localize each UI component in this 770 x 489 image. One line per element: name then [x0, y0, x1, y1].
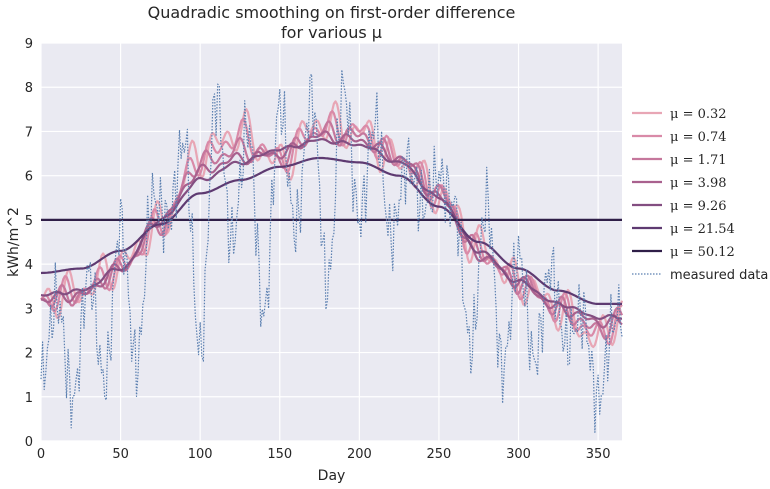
- legend-label: μ = 0.74: [670, 130, 727, 145]
- x-tick-label: 150: [267, 447, 292, 462]
- chart-title: Quadradic smoothing on first-order diffe…: [148, 3, 516, 22]
- y-tick-label: 4: [25, 258, 33, 273]
- x-tick-label: 0: [37, 447, 45, 462]
- y-tick-label: 3: [25, 302, 33, 317]
- legend-label: measured data: [670, 268, 768, 283]
- x-tick-label: 250: [427, 447, 452, 462]
- y-axis-label: kWh/m^2: [6, 207, 22, 277]
- plot-area: [41, 43, 622, 441]
- x-tick-label: 300: [506, 447, 531, 462]
- series-line: [40, 156, 622, 305]
- legend-label: μ = 9.26: [670, 199, 727, 214]
- y-tick-label: 2: [25, 347, 33, 362]
- series-line: [40, 69, 623, 433]
- y-tick-label: 5: [25, 214, 33, 229]
- x-tick-label: 50: [112, 447, 129, 462]
- y-tick-label: 0: [25, 435, 33, 450]
- y-tick-label: 8: [25, 81, 33, 96]
- y-tick-label: 9: [25, 37, 33, 52]
- y-tick-label: 7: [25, 125, 33, 140]
- x-axis-label: Day: [318, 468, 346, 484]
- legend-label: μ = 0.32: [670, 107, 727, 122]
- y-tick-labels: 0 1 2 3 4 5 6 7 8 9: [25, 37, 33, 450]
- series-line: [40, 138, 623, 320]
- x-tick-labels: 0 50 100 150 200 250 300 350: [37, 447, 611, 462]
- legend-label: μ = 1.71: [670, 153, 727, 168]
- legend-label: μ = 21.54: [670, 222, 735, 237]
- y-tick-label: 6: [25, 170, 33, 185]
- x-tick-label: 200: [347, 447, 372, 462]
- y-tick-label: 1: [25, 391, 33, 406]
- chart-subtitle: for various μ: [281, 23, 382, 42]
- legend-label: μ = 50.12: [670, 245, 735, 260]
- legend: μ = 0.32 μ = 0.74 μ = 1.71 μ = 3.98 μ = 9.26…: [632, 107, 768, 283]
- series-group: [40, 69, 624, 433]
- legend-label: μ = 3.98: [670, 176, 727, 191]
- x-tick-label: 100: [188, 447, 213, 462]
- x-tick-label: 350: [586, 447, 611, 462]
